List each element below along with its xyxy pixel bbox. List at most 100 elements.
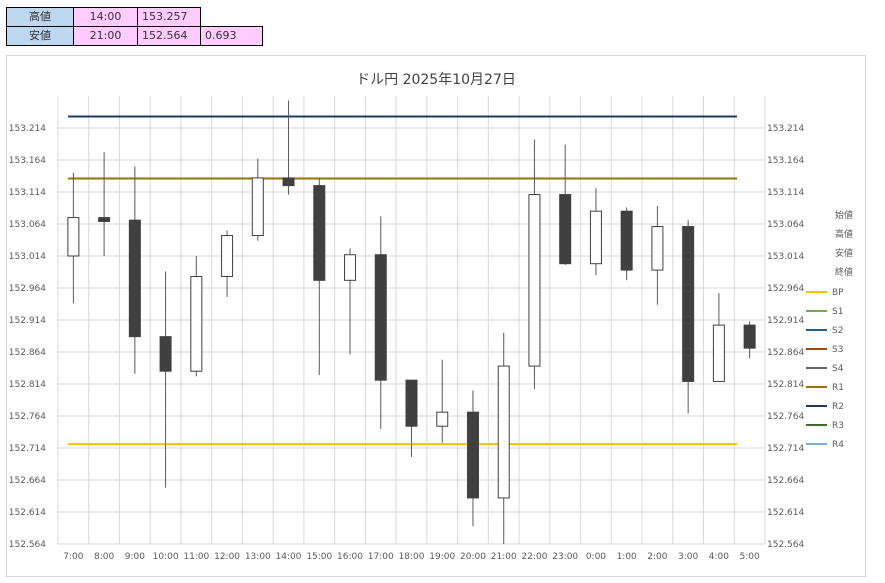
y-tick-label-left: 152.914 <box>9 316 46 326</box>
y-tick-label-left: 153.014 <box>9 252 46 262</box>
y-tick-label-right: 153.164 <box>767 156 804 166</box>
candle-body-down <box>682 226 695 382</box>
chart-title: ドル円 2025年10月27日 <box>356 72 516 88</box>
candle-body-up <box>67 217 80 257</box>
x-tick-label: 0:00 <box>586 552 606 562</box>
candle-body-down <box>405 379 418 427</box>
x-tick-label: 9:00 <box>125 552 145 562</box>
low-label: 安値 <box>6 26 74 46</box>
candle-body-up <box>528 194 541 367</box>
y-tick-label-left: 153.064 <box>9 220 46 230</box>
x-tick-label: 1:00 <box>617 552 637 562</box>
y-tick-label-left: 152.714 <box>9 444 46 454</box>
legend-label-s4: S4 <box>832 364 844 374</box>
x-tick-label: 12:00 <box>214 552 240 562</box>
y-tick-label-right: 153.064 <box>767 220 804 230</box>
legend-ohlc-label: 安値 <box>835 247 853 259</box>
y-tick-label-right: 152.864 <box>767 348 804 358</box>
candle-body-down <box>466 411 479 499</box>
x-tick-label: 15:00 <box>306 552 332 562</box>
candle-body-up <box>589 210 602 265</box>
y-tick-label-left: 153.214 <box>9 124 46 134</box>
y-tick-label-left: 152.964 <box>9 284 46 294</box>
legend-label-r1: R1 <box>832 383 844 393</box>
range-value: 0.693 <box>200 26 263 46</box>
y-tick-label-left: 152.864 <box>9 348 46 358</box>
y-tick-label-right: 152.814 <box>767 380 804 390</box>
y-axis-left: 153.214 153.164 153.114 153.064 153.014 152.9… <box>9 124 46 550</box>
y-axis-right: 153.214 153.164 153.114 153.064 153.014 152.9… <box>767 124 804 550</box>
y-tick-label-left: 153.114 <box>9 188 46 198</box>
candlestick-chart: ドル円 2025年10月27日 153.214153.164153.114153… <box>9 72 853 562</box>
legend-label-r4: R4 <box>832 440 844 450</box>
grid-lines <box>57 96 766 545</box>
legend-label-r3: R3 <box>832 421 844 431</box>
legend-ohlc-label: 高値 <box>835 228 853 240</box>
y-tick-label-left: 153.164 <box>9 156 46 166</box>
high-row: 高値 14:00 153.257 <box>6 7 263 27</box>
candle-body-down <box>374 254 387 381</box>
y-tick-label-left: 152.764 <box>9 412 46 422</box>
candle-body-down <box>559 194 572 265</box>
y-tick-label-left: 152.664 <box>9 476 46 486</box>
y-tick-label-right: 152.564 <box>767 540 804 550</box>
x-tick-label: 20:00 <box>460 552 486 562</box>
candle-body-down <box>620 210 633 271</box>
candle-body-up <box>712 324 725 382</box>
y-tick-label-left: 152.564 <box>9 540 46 550</box>
legend-label-s1: S1 <box>832 307 843 317</box>
price-summary-table: 高値 14:00 153.257 安値 21:00 152.564 0.693 <box>6 7 263 46</box>
legend-label-s2: S2 <box>832 326 843 336</box>
low-price: 152.564 <box>137 26 201 46</box>
high-time: 14:00 <box>73 7 138 27</box>
blank-cell <box>201 8 263 27</box>
y-tick-label-left: 152.814 <box>9 380 46 390</box>
x-tick-label: 5:00 <box>740 552 760 562</box>
y-tick-label-right: 152.764 <box>767 412 804 422</box>
chart-area: ドル円 2025年10月27日 153.214 153.164 153.114 153… <box>6 55 866 577</box>
candles <box>67 100 756 544</box>
high-label: 高値 <box>6 7 74 27</box>
x-tick-label: 2:00 <box>647 552 667 562</box>
y-tick-label-right: 152.714 <box>767 444 804 454</box>
x-tick-label: 4:00 <box>709 552 729 562</box>
low-time: 21:00 <box>73 26 138 46</box>
pivot-lines <box>68 115 737 446</box>
x-tick-label: 13:00 <box>245 552 271 562</box>
y-tick-label-right: 153.014 <box>767 252 804 262</box>
x-tick-label: 21:00 <box>491 552 517 562</box>
legend-label-bp: BP <box>832 288 844 298</box>
candle-body-up <box>221 235 234 277</box>
x-tick-label: 22:00 <box>521 552 547 562</box>
x-tick-label: 17:00 <box>368 552 394 562</box>
candle-body-up <box>344 254 357 281</box>
y-tick-label-left: 152.614 <box>9 508 46 518</box>
y-tick-label-right: 153.114 <box>767 188 804 198</box>
high-price: 153.257 <box>137 7 201 27</box>
x-tick-label: 23:00 <box>552 552 578 562</box>
candle-body-up <box>436 411 449 427</box>
candle-body-up <box>651 226 664 271</box>
y-tick-label-right: 152.914 <box>767 316 804 326</box>
x-tick-label: 19:00 <box>429 552 455 562</box>
x-tick-label: 3:00 <box>678 552 698 562</box>
x-tick-label: 18:00 <box>399 552 425 562</box>
candle-body-down <box>313 185 326 281</box>
x-tick-label: 8:00 <box>94 552 114 562</box>
legend-label-s3: S3 <box>832 345 843 355</box>
y-tick-label-right: 152.664 <box>767 476 804 486</box>
x-tick-label: 14:00 <box>276 552 302 562</box>
low-row: 安値 21:00 152.564 0.693 <box>6 26 263 46</box>
candle-body-down <box>128 219 141 338</box>
legend-label-r2: R2 <box>832 402 844 412</box>
x-tick-label: 16:00 <box>337 552 363 562</box>
candle-body-up <box>251 177 264 237</box>
x-tick-label: 7:00 <box>63 552 83 562</box>
x-tick-label: 10:00 <box>153 552 179 562</box>
legend-ohlc-label: 終値 <box>835 266 853 278</box>
y-tick-label-right: 152.964 <box>767 284 804 294</box>
y-tick-label-right: 152.614 <box>767 508 804 518</box>
candle-body-up <box>497 365 510 499</box>
x-axis: 7:00 8:00 9:00 10:00 11:00 12:00 13:00 14:00 15:… <box>63 552 760 562</box>
